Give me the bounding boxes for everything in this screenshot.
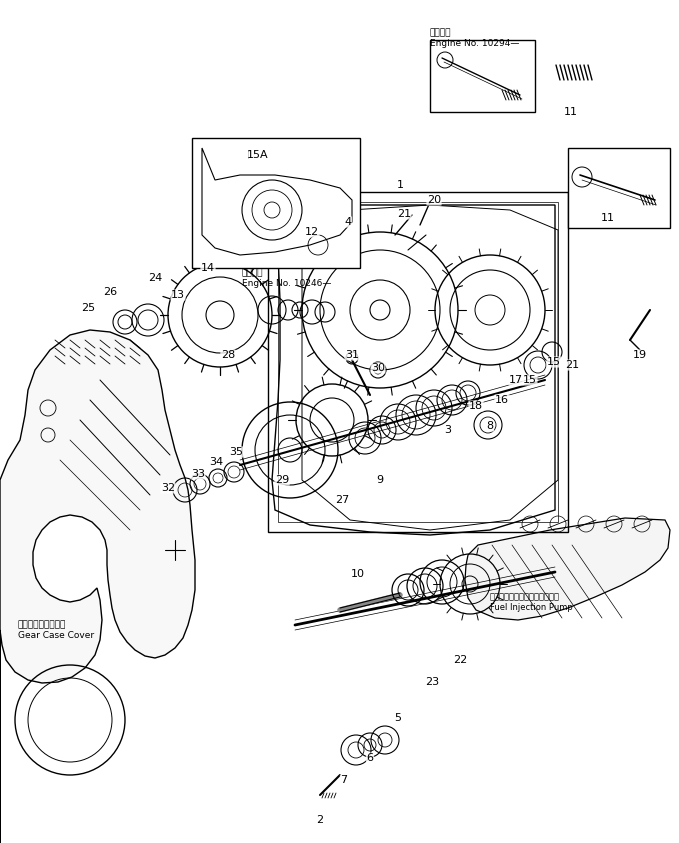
- Text: 21: 21: [397, 209, 411, 219]
- Text: 18: 18: [469, 401, 483, 411]
- Text: 10: 10: [351, 569, 365, 579]
- Text: 15A: 15A: [247, 150, 269, 160]
- Bar: [278, 202, 558, 522]
- Text: 28: 28: [221, 350, 235, 360]
- Text: 19: 19: [633, 350, 647, 360]
- Text: 22: 22: [453, 655, 467, 665]
- Text: 15: 15: [523, 375, 537, 385]
- Text: 7: 7: [340, 775, 348, 785]
- Text: 6: 6: [367, 753, 373, 763]
- Bar: [268, 192, 568, 532]
- Text: 11: 11: [601, 213, 615, 223]
- Text: 27: 27: [335, 495, 349, 505]
- Text: 15: 15: [547, 357, 561, 367]
- Text: 4: 4: [344, 217, 352, 227]
- Text: 25: 25: [81, 303, 95, 313]
- Text: 34: 34: [209, 457, 223, 467]
- Text: 2: 2: [316, 815, 324, 825]
- Bar: [568, 148, 670, 228]
- Text: 16: 16: [495, 395, 509, 405]
- Text: 13: 13: [171, 290, 185, 300]
- Text: 8: 8: [486, 421, 494, 431]
- Text: 5: 5: [394, 713, 401, 723]
- Text: 31: 31: [345, 350, 359, 360]
- Text: 1: 1: [397, 180, 403, 190]
- Text: フェルインジェクションポンプ
Fuel Injection Pump: フェルインジェクションポンプ Fuel Injection Pump: [490, 592, 573, 612]
- Text: 35: 35: [229, 447, 243, 457]
- Polygon shape: [465, 518, 670, 620]
- Bar: [430, 40, 535, 112]
- Text: 21: 21: [565, 360, 579, 370]
- Text: 17: 17: [509, 375, 523, 385]
- Text: 29: 29: [275, 475, 289, 485]
- Text: 26: 26: [103, 287, 117, 297]
- Text: 11: 11: [564, 107, 578, 117]
- Text: 適用号機
Engine No. 10246—: 適用号機 Engine No. 10246—: [242, 268, 331, 288]
- Polygon shape: [0, 330, 195, 843]
- Text: 12: 12: [305, 227, 319, 237]
- Text: 9: 9: [376, 475, 384, 485]
- Text: 32: 32: [161, 483, 175, 493]
- Bar: [192, 138, 360, 268]
- Text: 適用号機
Engine No. 10294—: 適用号機 Engine No. 10294—: [430, 28, 519, 48]
- Text: 23: 23: [425, 677, 439, 687]
- Text: 3: 3: [445, 425, 452, 435]
- Text: 33: 33: [191, 469, 205, 479]
- Text: 30: 30: [371, 363, 385, 373]
- Text: 14: 14: [201, 263, 215, 273]
- Text: 24: 24: [148, 273, 162, 283]
- Text: 20: 20: [427, 195, 441, 205]
- Text: ギヤーケースカバー
Gear Case Cover: ギヤーケースカバー Gear Case Cover: [18, 620, 94, 640]
